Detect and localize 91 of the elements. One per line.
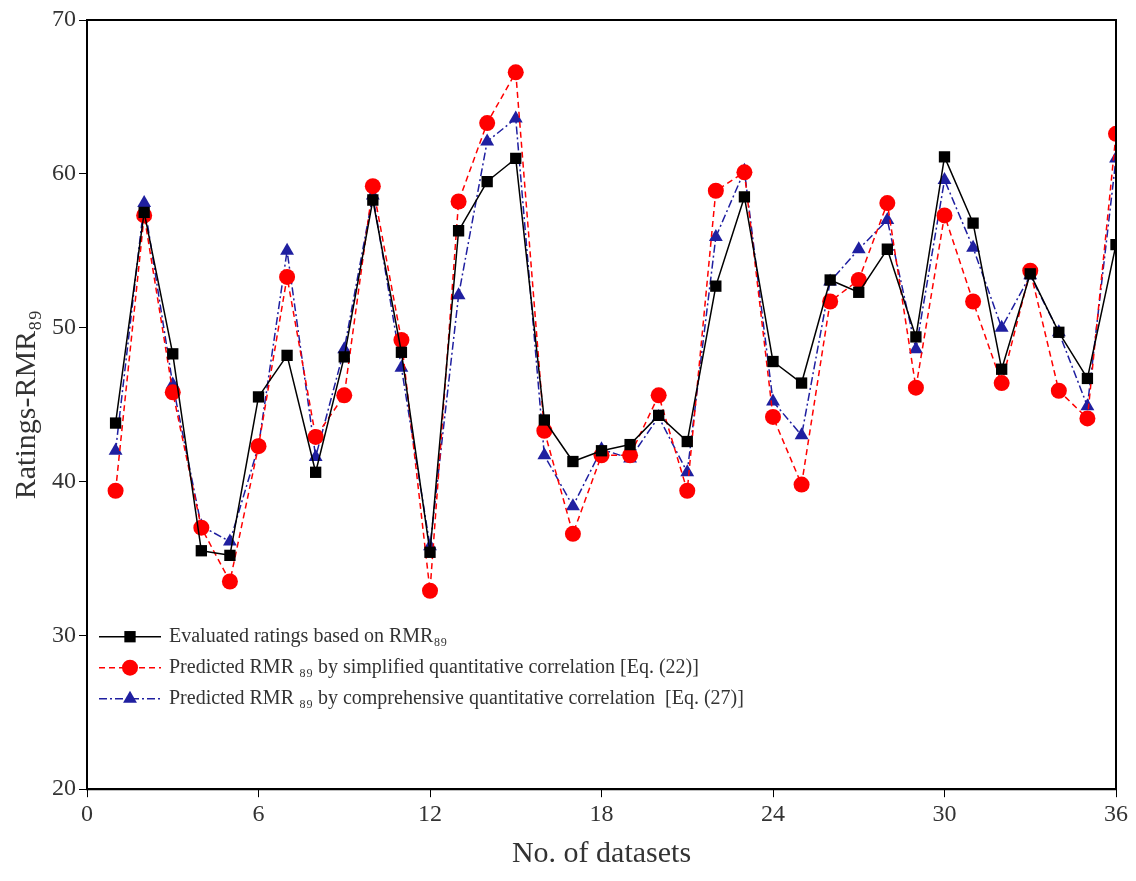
point — [765, 408, 781, 425]
legend-label: Predicted RMR ₈₉ by simplified quantitative correlation [Eq. (22)] — [169, 654, 699, 678]
x-tick-label: 18 — [589, 799, 614, 826]
point — [280, 242, 295, 255]
point — [907, 379, 924, 396]
y-tick-label: 50 — [52, 312, 76, 339]
point — [364, 178, 381, 195]
point — [537, 447, 552, 460]
point — [910, 331, 922, 343]
point — [766, 393, 780, 406]
point — [451, 287, 466, 300]
point — [650, 387, 667, 404]
point — [794, 427, 809, 440]
point — [510, 152, 522, 165]
x-tick-label: 36 — [1104, 799, 1128, 826]
point — [107, 482, 124, 499]
y-tick-label: 70 — [52, 5, 76, 32]
point — [109, 417, 122, 429]
point — [367, 194, 379, 206]
point — [281, 349, 293, 362]
point — [624, 438, 636, 451]
point — [879, 195, 896, 212]
x-tick-label: 24 — [761, 799, 785, 826]
point — [481, 175, 493, 188]
x-tick-label: 30 — [932, 799, 957, 826]
point — [966, 239, 981, 252]
point — [795, 377, 808, 389]
point — [567, 455, 579, 468]
point — [850, 271, 867, 288]
x-axis-title: No. of datasets — [511, 834, 692, 868]
point — [137, 195, 152, 208]
point — [853, 286, 865, 298]
point — [1080, 398, 1095, 411]
point — [965, 293, 982, 310]
point — [422, 582, 438, 599]
point — [336, 387, 353, 404]
point — [881, 243, 893, 255]
point — [938, 151, 951, 163]
point — [164, 384, 181, 401]
point — [395, 346, 408, 358]
point — [479, 115, 496, 132]
point — [967, 217, 979, 229]
x-tick-label: 6 — [252, 799, 265, 826]
point — [224, 549, 236, 562]
point — [310, 466, 322, 478]
point — [707, 182, 724, 199]
point — [1079, 410, 1096, 427]
point — [507, 64, 524, 81]
point — [450, 193, 467, 210]
point — [996, 363, 1008, 375]
point — [793, 476, 810, 493]
point — [480, 133, 495, 146]
point — [595, 445, 608, 457]
point — [564, 525, 581, 542]
point — [221, 573, 238, 590]
point — [681, 435, 693, 448]
point — [738, 191, 751, 203]
legend-label: Predicted RMR ₈₉ by comprehensive quantitative correlation [Eq. (27)] — [169, 685, 744, 709]
point — [252, 391, 265, 403]
point — [195, 545, 207, 557]
point — [108, 442, 123, 455]
point — [307, 428, 324, 445]
point — [679, 482, 696, 499]
point — [822, 293, 839, 310]
y-axis-title: Ratings-RMR₈₉ — [7, 309, 41, 500]
point — [1050, 382, 1067, 399]
point — [250, 438, 267, 455]
point — [993, 375, 1010, 392]
point — [538, 414, 550, 426]
point — [908, 341, 923, 354]
point — [851, 241, 866, 254]
point — [936, 207, 953, 224]
y-tick-label: 40 — [52, 466, 76, 493]
point — [708, 228, 723, 241]
point — [279, 268, 296, 285]
point — [767, 355, 779, 368]
point — [338, 351, 350, 363]
point — [994, 319, 1009, 332]
legend-label: Evaluated ratings based on RMR₈₉ — [169, 623, 448, 647]
point — [710, 280, 722, 292]
point — [167, 348, 179, 360]
point — [1081, 372, 1094, 385]
y-tick-label: 20 — [52, 774, 76, 801]
point — [565, 498, 580, 511]
y-tick-label: 60 — [52, 159, 76, 186]
x-tick-label: 0 — [81, 799, 93, 826]
point — [424, 546, 436, 558]
point — [452, 225, 465, 237]
point — [736, 164, 753, 181]
y-tick-label: 30 — [52, 620, 76, 647]
x-tick-label: 12 — [418, 799, 442, 826]
